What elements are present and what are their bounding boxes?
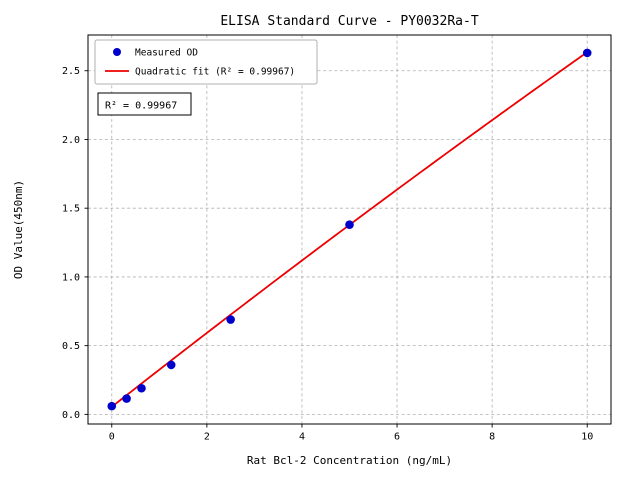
data-point bbox=[107, 401, 117, 411]
y-tick-label: 2.0 bbox=[62, 135, 80, 146]
x-tick-label: 2 bbox=[204, 432, 210, 443]
y-tick-label: 0.5 bbox=[62, 341, 80, 352]
x-tick-label: 6 bbox=[394, 432, 400, 443]
legend-box bbox=[94, 39, 318, 85]
plot-border bbox=[87, 34, 612, 425]
data-point bbox=[226, 315, 235, 324]
y-axis-label: OD Value(450nm) bbox=[12, 180, 25, 279]
y-tick-label: 1.5 bbox=[62, 204, 80, 215]
legend-label-measured-od: Measured OD bbox=[135, 48, 198, 59]
legend: Measured OD Quadratic fit (R² = 0.99967) bbox=[94, 39, 318, 85]
data-point bbox=[166, 360, 176, 370]
data-point bbox=[122, 394, 131, 403]
data-point bbox=[345, 220, 354, 229]
legend-marker-measured-od bbox=[113, 48, 121, 56]
legend-label-quadratic-fit: Quadratic fit (R² = 0.99967) bbox=[135, 67, 295, 78]
x-axis-label: Rat Bcl-2 Concentration (ng/mL) bbox=[247, 454, 452, 467]
data-point bbox=[137, 383, 146, 393]
x-tick-label: 0 bbox=[109, 432, 115, 443]
scatter-points-group bbox=[107, 48, 592, 411]
annotation-box bbox=[97, 92, 192, 116]
x-tick-label: 4 bbox=[299, 432, 305, 443]
y-tick-label: 0.0 bbox=[62, 410, 80, 421]
chart-title: ELISA Standard Curve - PY0032Ra-T bbox=[220, 14, 478, 29]
annotation-text: R² = 0.99967 bbox=[105, 101, 177, 112]
data-point bbox=[582, 48, 592, 58]
y-tick-label: 1.0 bbox=[62, 272, 80, 283]
y-tick-label: 2.5 bbox=[62, 66, 80, 77]
x-tick-label: 10 bbox=[581, 432, 593, 443]
r-squared-annotation: R² = 0.99967 bbox=[97, 92, 192, 116]
x-tick-label: 8 bbox=[489, 432, 495, 443]
